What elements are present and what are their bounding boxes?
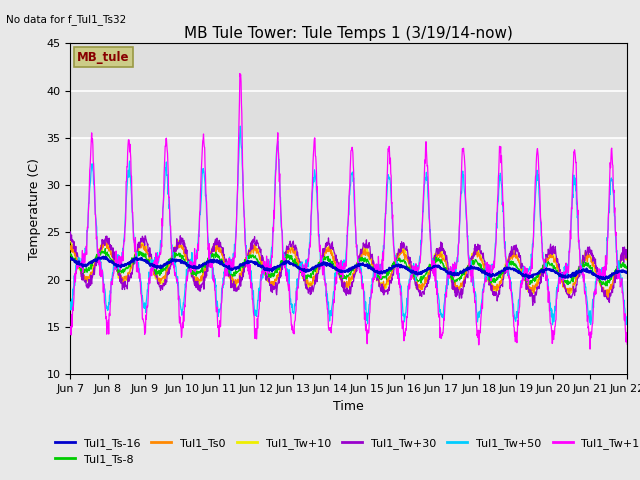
Y-axis label: Temperature (C): Temperature (C) [28,158,41,260]
Text: No data for f_Tul1_Ts32: No data for f_Tul1_Ts32 [6,14,127,25]
Text: MB_tule: MB_tule [77,51,129,64]
Bar [70,43,627,138]
Legend: Tul1_Ts-16, Tul1_Ts-8, Tul1_Ts0, Tul1_Tw+10, Tul1_Tw+30, Tul1_Tw+50, Tul1_Tw+100: Tul1_Ts-16, Tul1_Ts-8, Tul1_Ts0, Tul1_Tw… [51,433,640,469]
X-axis label: Time: Time [333,400,364,413]
Title: MB Tule Tower: Tule Temps 1 (3/19/14-now): MB Tule Tower: Tule Temps 1 (3/19/14-now… [184,25,513,41]
